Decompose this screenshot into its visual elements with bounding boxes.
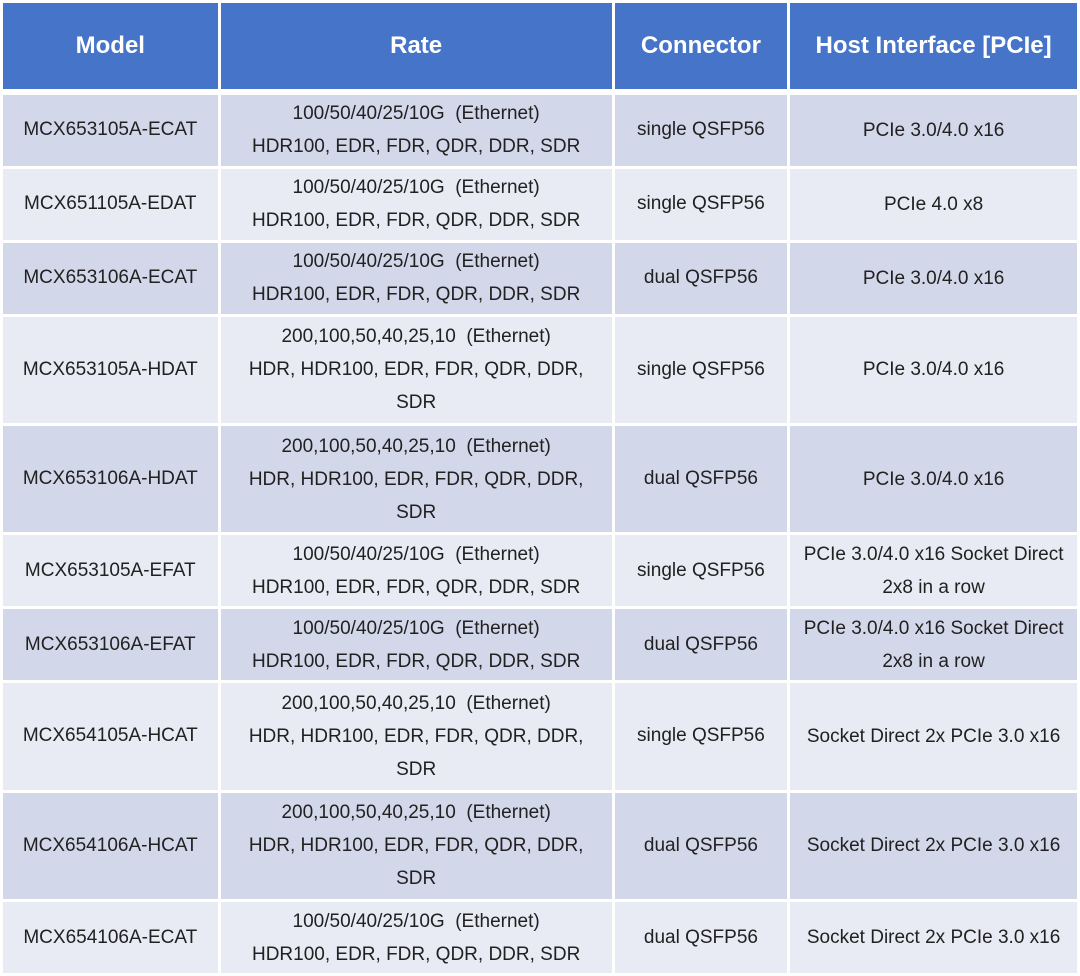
rate-cell: 200,100,50,40,25,10 (Ethernet) HDR, HDR10… (220, 683, 612, 790)
connector-cell: dual QSFP56 (614, 609, 788, 681)
host-interface-cell: PCIe 4.0 x8 (790, 168, 1077, 240)
rate-line: HDR100, EDR, FDR, QDR, DDR, SDR (251, 210, 581, 232)
connector-cell: single QSFP56 (614, 95, 788, 166)
table-row: MCX654106A-ECAT 100/50/40/25/10G (Etherne… (3, 902, 1077, 973)
connector-cell: dual QSFP56 (614, 902, 788, 973)
model-cell: MCX654106A-HCAT (3, 792, 218, 900)
rate-cell: 200,100,50,40,25,10 (Ethernet) HDR, HDR10… (220, 792, 612, 900)
host-interface-cell: PCIe 3.0/4.0 x16 Socket Direct 2x8 in a r… (790, 609, 1077, 681)
model-cell: MCX654106A-ECAT (3, 902, 218, 973)
rate-line: 100/50/40/25/10G (Ethernet) (292, 177, 540, 199)
connector-cell: single QSFP56 (614, 168, 788, 240)
table-row: MCX653105A-ECAT 100/50/40/25/10G (Etherne… (3, 95, 1077, 166)
rate-line: HDR100, EDR, FDR, QDR, DDR, SDR (251, 284, 581, 306)
host-interface-cell: PCIe 3.0/4.0 x16 (790, 95, 1077, 166)
model-cell: MCX651105A-EDAT (3, 168, 218, 240)
table-row: MCX651105A-EDAT 100/50/40/25/10G (Etherne… (3, 168, 1077, 240)
rate-cell: 200,100,50,40,25,10 (Ethernet) HDR, HDR10… (220, 426, 612, 533)
model-cell: MCX653106A-EFAT (3, 609, 218, 681)
rate-line: 200,100,50,40,25,10 (Ethernet) (281, 802, 551, 824)
connector-cell: dual QSFP56 (614, 792, 788, 900)
rate-cell: 100/50/40/25/10G (Ethernet) HDR100, EDR, … (220, 609, 612, 681)
rate-line: HDR, HDR100, EDR, FDR, QDR, DDR, SDR (248, 835, 589, 890)
host-line: PCIe 3.0/4.0 x16 Socket Direct (803, 617, 1064, 639)
rate-line: 100/50/40/25/10G (Ethernet) (292, 543, 540, 565)
table-row: MCX654106A-HCAT 200,100,50,40,25,10 (Ethe… (3, 792, 1077, 900)
table-row: MCX653106A-ECAT 100/50/40/25/10G (Etherne… (3, 242, 1077, 314)
rate-line: HDR, HDR100, EDR, FDR, QDR, DDR, SDR (248, 359, 589, 414)
model-cell: MCX654105A-HCAT (3, 683, 218, 790)
table-row: MCX653106A-EFAT 100/50/40/25/10G (Etherne… (3, 609, 1077, 681)
model-cell: MCX653106A-HDAT (3, 426, 218, 533)
rate-line: 200,100,50,40,25,10 (Ethernet) (281, 692, 551, 714)
rate-cell: 100/50/40/25/10G (Ethernet) HDR100, EDR, … (220, 168, 612, 240)
host-line: PCIe 3.0/4.0 x16 (862, 119, 1005, 141)
model-cell: MCX653105A-EFAT (3, 535, 218, 607)
host-line: PCIe 3.0/4.0 x16 (862, 468, 1005, 490)
table-body: MCX653105A-ECAT 100/50/40/25/10G (Etherne… (3, 95, 1077, 973)
host-line: Socket Direct 2x PCIe 3.0 x16 (806, 927, 1061, 949)
host-interface-cell: Socket Direct 2x PCIe 3.0 x16 (790, 902, 1077, 973)
host-line: 2x8 in a row (882, 650, 985, 672)
model-cell: MCX653105A-HDAT (3, 316, 218, 424)
connector-cell: single QSFP56 (614, 683, 788, 790)
rate-cell: 100/50/40/25/10G (Ethernet) HDR100, EDR, … (220, 535, 612, 607)
model-cell: MCX653105A-ECAT (3, 95, 218, 166)
model-cell: MCX653106A-ECAT (3, 242, 218, 314)
host-interface-cell: PCIe 3.0/4.0 x16 (790, 242, 1077, 314)
header-row: Model Rate Connector Host Interface [PCI… (3, 3, 1077, 92)
column-header-connector: Connector (614, 3, 788, 92)
host-interface-cell: Socket Direct 2x PCIe 3.0 x16 (790, 792, 1077, 900)
table-header: Model Rate Connector Host Interface [PCI… (3, 3, 1077, 92)
rate-line: 100/50/40/25/10G (Ethernet) (292, 103, 540, 125)
host-line: Socket Direct 2x PCIe 3.0 x16 (806, 725, 1061, 747)
host-line: 2x8 in a row (882, 576, 985, 598)
rate-line: HDR, HDR100, EDR, FDR, QDR, DDR, SDR (248, 468, 589, 523)
rate-line: 200,100,50,40,25,10 (Ethernet) (281, 326, 551, 348)
host-interface-cell: PCIe 3.0/4.0 x16 (790, 316, 1077, 424)
connector-cell: single QSFP56 (614, 316, 788, 424)
host-line: Socket Direct 2x PCIe 3.0 x16 (806, 835, 1061, 857)
rate-line: 100/50/40/25/10G (Ethernet) (292, 910, 540, 932)
host-line: PCIe 3.0/4.0 x16 (862, 267, 1005, 289)
rate-cell: 100/50/40/25/10G (Ethernet) HDR100, EDR, … (220, 902, 612, 973)
connector-cell: dual QSFP56 (614, 242, 788, 314)
table-row: MCX653106A-HDAT 200,100,50,40,25,10 (Ethe… (3, 426, 1077, 533)
rate-line: HDR100, EDR, FDR, QDR, DDR, SDR (251, 136, 581, 158)
rate-cell: 200,100,50,40,25,10 (Ethernet) HDR, HDR10… (220, 316, 612, 424)
table-row: MCX653105A-HDAT 200,100,50,40,25,10 (Ethe… (3, 316, 1077, 424)
rate-line: 200,100,50,40,25,10 (Ethernet) (281, 435, 551, 457)
rate-cell: 100/50/40/25/10G (Ethernet) HDR100, EDR, … (220, 242, 612, 314)
rate-cell: 100/50/40/25/10G (Ethernet) HDR100, EDR, … (220, 95, 612, 166)
rate-line: 100/50/40/25/10G (Ethernet) (292, 617, 540, 639)
rate-line: 100/50/40/25/10G (Ethernet) (292, 251, 540, 273)
rate-line: HDR100, EDR, FDR, QDR, DDR, SDR (251, 650, 581, 672)
table-row: MCX653105A-EFAT 100/50/40/25/10G (Etherne… (3, 535, 1077, 607)
column-header-rate: Rate (220, 3, 612, 92)
rate-line: HDR100, EDR, FDR, QDR, DDR, SDR (251, 943, 581, 965)
table-row: MCX654105A-HCAT 200,100,50,40,25,10 (Ethe… (3, 683, 1077, 790)
connector-cell: dual QSFP56 (614, 426, 788, 533)
column-header-model: Model (3, 3, 218, 92)
rate-line: HDR100, EDR, FDR, QDR, DDR, SDR (251, 576, 581, 598)
column-header-host-interface: Host Interface [PCIe] (790, 3, 1077, 92)
host-line: PCIe 4.0 x8 (883, 193, 984, 215)
host-interface-cell: PCIe 3.0/4.0 x16 (790, 426, 1077, 533)
host-line: PCIe 3.0/4.0 x16 (862, 359, 1005, 381)
host-interface-cell: Socket Direct 2x PCIe 3.0 x16 (790, 683, 1077, 790)
host-interface-cell: PCIe 3.0/4.0 x16 Socket Direct 2x8 in a r… (790, 535, 1077, 607)
connector-cell: single QSFP56 (614, 535, 788, 607)
host-line: PCIe 3.0/4.0 x16 Socket Direct (803, 543, 1064, 565)
rate-line: HDR, HDR100, EDR, FDR, QDR, DDR, SDR (248, 725, 589, 780)
